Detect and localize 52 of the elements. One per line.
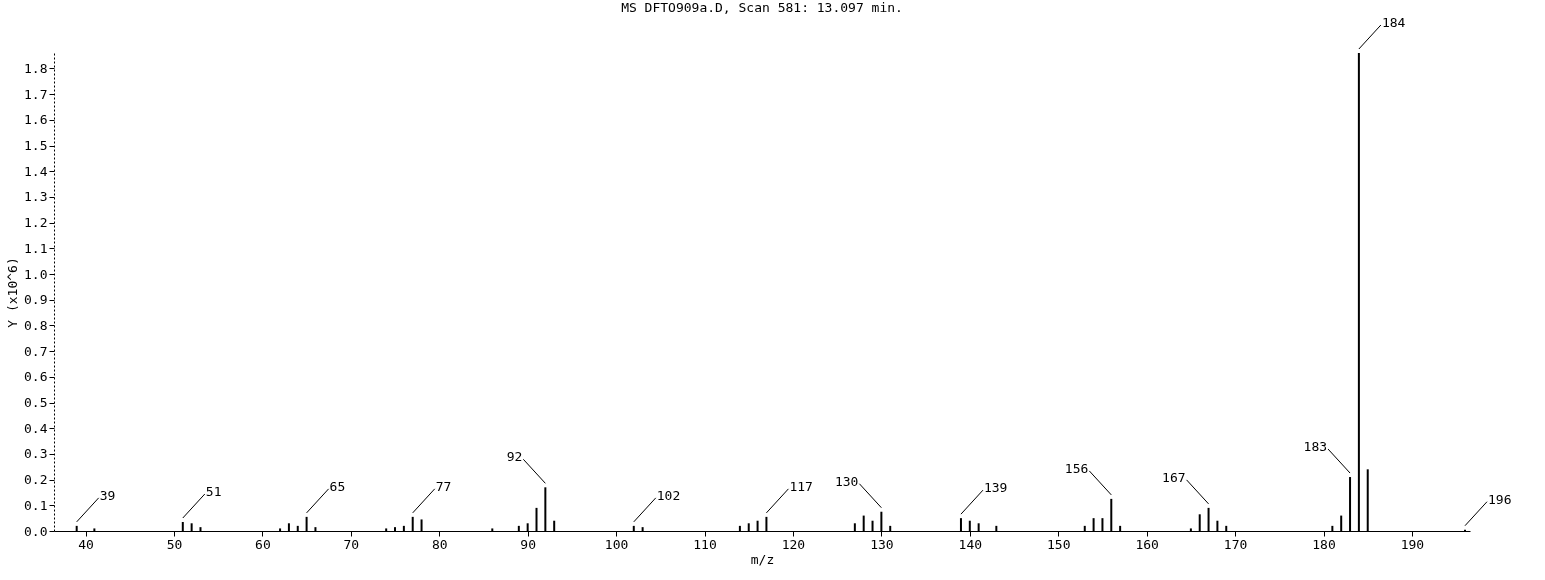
y-tick-label: 0.6 xyxy=(24,369,48,385)
annotation: 39 xyxy=(99,487,116,503)
x-tick-label: 90 xyxy=(520,536,536,552)
annotation: 102 xyxy=(656,487,681,503)
x-tick-label: 50 xyxy=(166,536,183,552)
y-tick-label: 0.4 xyxy=(24,420,48,436)
annotation: 183 xyxy=(1303,439,1328,455)
y-tick-label: 1.4 xyxy=(24,163,48,179)
x-tick-label: 70 xyxy=(343,536,360,552)
y-tick-label: 1.3 xyxy=(24,189,48,205)
y-tick-label: 0.3 xyxy=(24,446,48,462)
x-tick-label: 130 xyxy=(870,536,894,552)
chart-title: MS DFTO909a.D, Scan 581: 13.097 min. xyxy=(621,0,903,15)
y-tick-label: 0.1 xyxy=(24,497,48,513)
x-tick-label: 150 xyxy=(1046,536,1071,552)
x-tick-label: 180 xyxy=(1312,536,1336,552)
x-tick-label: 120 xyxy=(781,536,806,552)
annotation: 117 xyxy=(789,478,813,494)
annotation: 92 xyxy=(506,449,523,465)
y-tick-label: 0.7 xyxy=(24,343,48,359)
annotation: 130 xyxy=(834,473,859,489)
y-tick-label: 1.0 xyxy=(24,266,48,282)
x-tick-label: 110 xyxy=(693,536,717,552)
x-tick-label: 60 xyxy=(255,536,271,552)
x-tick-label: 190 xyxy=(1400,536,1425,552)
annotation: 139 xyxy=(983,480,1008,496)
y-tick-label: 0.2 xyxy=(24,472,48,488)
annotation: 51 xyxy=(205,484,222,500)
annotation: 156 xyxy=(1064,460,1089,476)
annotation: 167 xyxy=(1162,469,1186,485)
y-axis-title: Y (x10^6) xyxy=(5,257,21,328)
x-tick-label: 80 xyxy=(431,536,448,552)
x-tick-label: 170 xyxy=(1223,536,1248,552)
y-tick-label: 0.9 xyxy=(24,292,48,308)
y-tick-label: 1.7 xyxy=(24,86,48,102)
annotation: 184 xyxy=(1381,15,1406,30)
y-tick-label: 0.5 xyxy=(24,395,48,411)
y-tick-label: 1.1 xyxy=(24,240,48,256)
y-tick-label: 1.2 xyxy=(24,215,48,231)
x-tick-label: 140 xyxy=(958,536,983,552)
y-tick-label: 1.6 xyxy=(24,112,48,128)
y-tick-label: 1.5 xyxy=(24,138,48,154)
y-tick-label: 1.8 xyxy=(24,60,48,76)
x-axis-title: m/z xyxy=(750,551,775,567)
x-tick-label: 40 xyxy=(78,536,94,552)
annotation: 77 xyxy=(435,478,452,494)
y-tick-label: 0.8 xyxy=(24,317,48,333)
annotation: 65 xyxy=(329,478,346,494)
x-tick-label: 100 xyxy=(604,536,629,552)
y-tick-label: 0.0 xyxy=(24,523,48,539)
annotation: 196 xyxy=(1488,491,1512,507)
x-tick-label: 160 xyxy=(1135,536,1159,552)
